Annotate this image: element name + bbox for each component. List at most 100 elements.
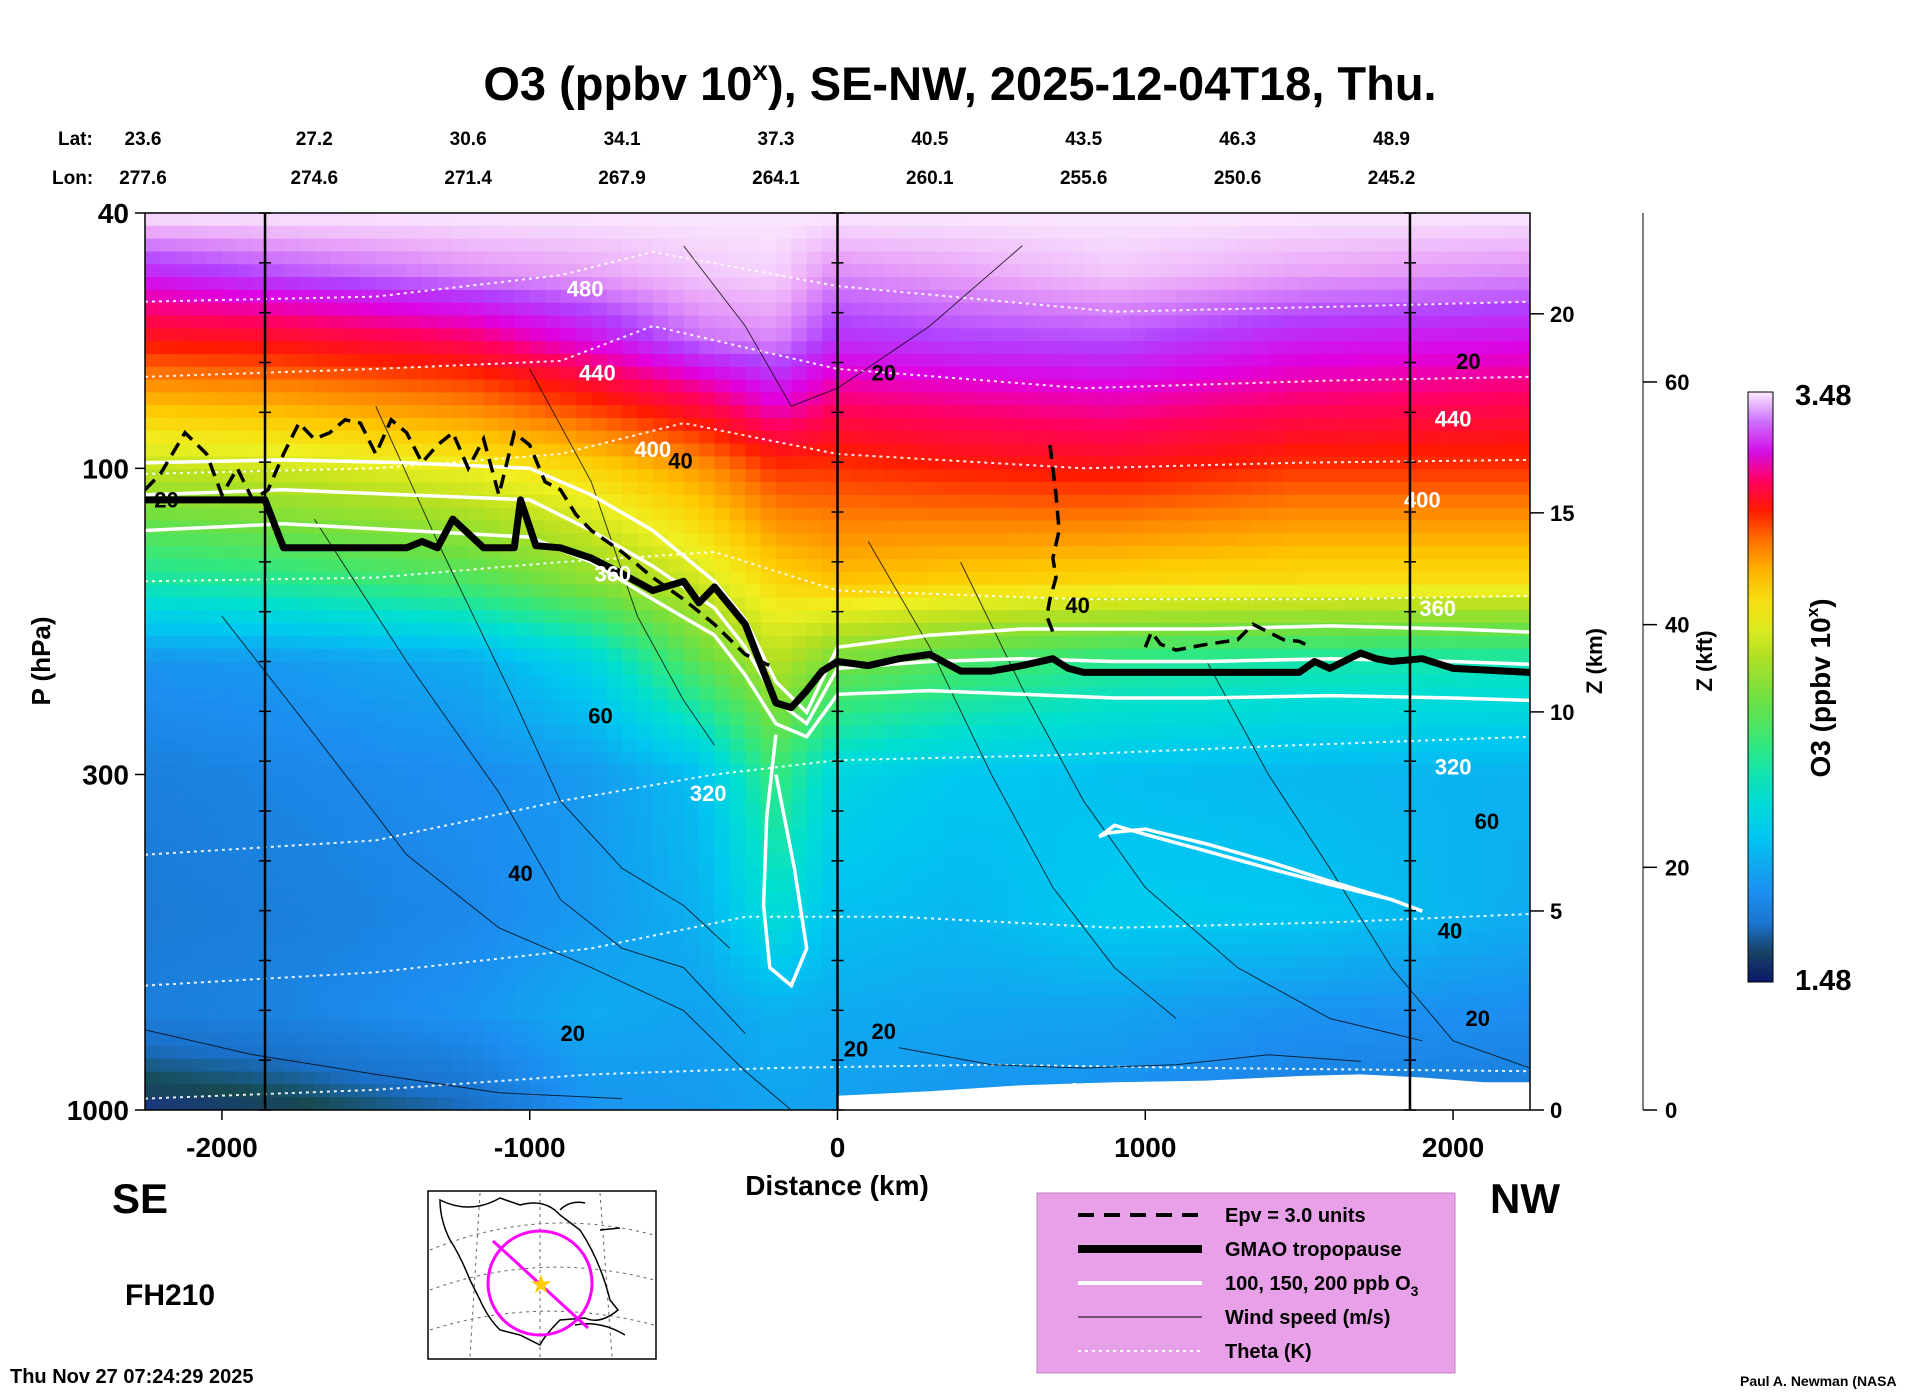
heatmap-cell	[298, 751, 315, 765]
heatmap-cell	[991, 546, 1008, 560]
heatmap-cell	[422, 405, 438, 419]
heatmap-cell	[637, 674, 654, 688]
heatmap-cell	[852, 738, 869, 752]
heatmap-cell	[1514, 776, 1530, 791]
heatmap-cell	[1237, 507, 1254, 522]
heatmap-cell	[145, 687, 161, 701]
heatmap-cell	[468, 353, 485, 368]
heatmap-cell	[560, 776, 577, 791]
heatmap-cell	[1191, 764, 1208, 778]
heatmap-cell	[437, 674, 454, 688]
heatmap-cell	[1345, 546, 1362, 560]
heatmap-cell	[1268, 328, 1285, 342]
heatmap-cell	[745, 482, 762, 496]
heatmap-cell	[514, 584, 531, 599]
heatmap-cell	[160, 405, 177, 419]
heatmap-cell	[206, 558, 223, 573]
heatmap-cell	[1329, 251, 1346, 265]
heatmap-cell	[1099, 264, 1116, 278]
heatmap-cell	[1114, 469, 1131, 483]
heatmap-cell	[976, 405, 992, 419]
heatmap-cell	[637, 635, 654, 650]
heatmap-cell	[1360, 469, 1377, 483]
heatmap-cell	[591, 904, 608, 919]
heatmap-cell	[452, 828, 469, 842]
heatmap-cell	[806, 302, 823, 317]
heatmap-cell	[298, 213, 315, 227]
heatmap-cell	[1314, 815, 1331, 829]
heatmap-cell	[452, 225, 469, 240]
heatmap-cell	[422, 571, 438, 586]
heatmap-cell	[1422, 366, 1439, 381]
heatmap-cell	[160, 725, 177, 739]
heatmap-cell	[1453, 238, 1470, 253]
heatmap-cell	[1022, 879, 1039, 893]
heatmap-cell	[575, 776, 592, 791]
heatmap-cell	[1299, 238, 1316, 253]
heatmap-cell	[914, 238, 931, 253]
heatmap-cell	[1483, 776, 1500, 791]
heatmap-cell	[1114, 520, 1131, 534]
heatmap-cell	[1176, 571, 1193, 586]
heatmap-cell	[929, 520, 946, 534]
heatmap-cell	[1237, 494, 1254, 509]
heatmap-cell	[1483, 315, 1500, 329]
heatmap-cell	[498, 866, 515, 880]
heatmap-cell	[1514, 789, 1530, 804]
heatmap-cell	[791, 661, 808, 675]
heatmap-cell	[221, 328, 238, 342]
heatmap-cell	[714, 507, 731, 522]
heatmap-cell	[1114, 264, 1131, 278]
heatmap-cell	[1083, 558, 1100, 573]
heatmap-cell	[314, 840, 331, 855]
heatmap-cell	[991, 405, 1008, 419]
heatmap-cell	[729, 507, 746, 522]
heatmap-cell	[791, 546, 808, 560]
heatmap-cell	[298, 392, 315, 406]
heatmap-cell	[699, 341, 715, 355]
heatmap-cell	[1376, 776, 1393, 791]
heatmap-cell	[160, 264, 177, 278]
heatmap-cell	[1437, 584, 1454, 599]
heatmap-cell	[406, 418, 423, 432]
heatmap-cell	[1437, 571, 1454, 586]
heatmap-cell	[498, 507, 515, 522]
heatmap-cell	[1022, 866, 1039, 880]
heatmap-cell	[745, 392, 762, 406]
heatmap-cell	[1283, 302, 1300, 317]
heatmap-cell	[1391, 418, 1408, 432]
heatmap-cell	[1437, 289, 1454, 304]
heatmap-cell	[529, 571, 546, 586]
heatmap-cell	[160, 289, 177, 304]
heatmap-cell	[206, 405, 223, 419]
heatmap-cell	[637, 751, 654, 765]
heatmap-cell	[452, 277, 469, 291]
heatmap-cell	[1022, 840, 1039, 855]
heatmap-cell	[345, 353, 362, 368]
heatmap-cell	[1176, 546, 1193, 560]
heatmap-cell	[545, 328, 562, 342]
heatmap-cell	[1253, 571, 1269, 586]
heatmap-cell	[545, 712, 562, 727]
heatmap-cell	[360, 648, 377, 663]
heatmap-cell	[1314, 828, 1331, 842]
heatmap-cell	[1129, 712, 1146, 727]
heatmap-cell	[1006, 738, 1023, 752]
heatmap-cell	[422, 430, 438, 445]
heatmap-cell	[1422, 879, 1439, 893]
heatmap-cell	[575, 699, 592, 714]
heatmap-cell	[1314, 533, 1331, 547]
heatmap-cell	[252, 789, 269, 804]
heatmap-cell	[868, 584, 885, 599]
heatmap-cell	[406, 635, 423, 650]
heatmap-cell	[1206, 610, 1223, 624]
heatmap-cell	[1514, 315, 1530, 329]
heatmap-cell	[437, 725, 454, 739]
heatmap-cell	[191, 712, 208, 727]
heatmap-cell	[1453, 764, 1470, 778]
heatmap-cell	[699, 687, 715, 701]
heatmap-cell	[345, 738, 362, 752]
heatmap-cell	[929, 302, 946, 317]
heatmap-cell	[560, 597, 577, 611]
heatmap-cell	[514, 840, 531, 855]
